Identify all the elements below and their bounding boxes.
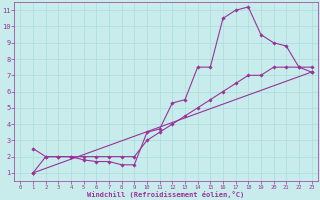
X-axis label: Windchill (Refroidissement éolien,°C): Windchill (Refroidissement éolien,°C) [87,191,244,198]
